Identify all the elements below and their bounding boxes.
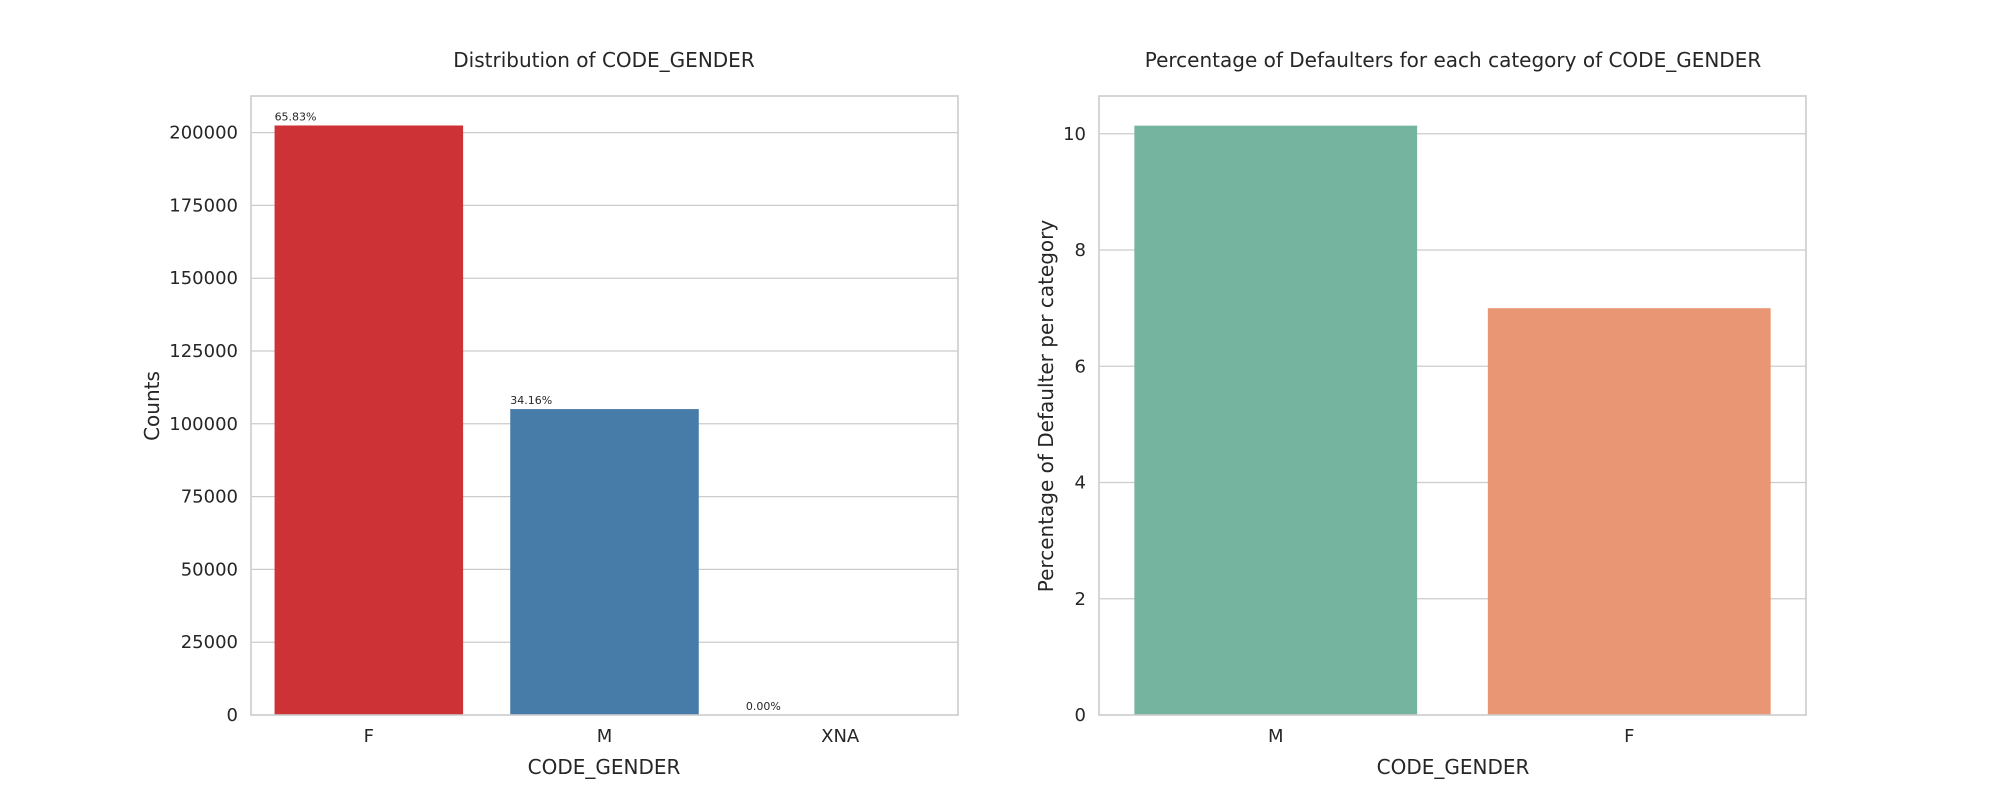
y-tick-label: 150000 (169, 268, 238, 289)
y-tick-label: 50000 (181, 559, 238, 580)
y-tick-label: 200000 (169, 123, 238, 144)
y-axis-label: Percentage of Defaulter per category (1034, 220, 1058, 593)
bar-f (274, 125, 464, 715)
bar-label: 34.16% (510, 394, 552, 407)
bar-m (510, 409, 699, 715)
plot-frame (250, 95, 959, 716)
y-tick-label: 125000 (169, 341, 238, 362)
x-axis-label: CODE_GENDER (1377, 755, 1530, 779)
x-axis-label: CODE_GENDER (528, 755, 681, 779)
y-tick-label: 0 (1075, 705, 1086, 726)
bar-label: 0.00% (746, 700, 781, 713)
y-tick-label: 175000 (169, 195, 238, 216)
y-tick-labels: 0 25000 50000 75000 100000 125000 150000 175000… (169, 123, 238, 726)
y-tick-label: 10 (1063, 124, 1086, 145)
y-tick-label: 2 (1075, 589, 1086, 610)
y-tick-label: 25000 (181, 632, 238, 653)
bar-m (1134, 125, 1418, 715)
x-tick-labels: F M XNA (364, 726, 860, 747)
bars (1134, 125, 1771, 715)
chart-title: Distribution of CODE_GENDER (453, 48, 755, 72)
y-tick-label: 100000 (169, 414, 238, 435)
x-tick-label: F (1624, 726, 1634, 747)
y-tick-label: 0 (227, 705, 238, 726)
bar-label: 65.83% (275, 110, 317, 123)
bar-f (1487, 308, 1771, 715)
y-tick-label: 6 (1075, 356, 1086, 377)
x-tick-label: M (1268, 726, 1284, 747)
bars (274, 125, 935, 715)
y-tick-label: 4 (1075, 473, 1086, 494)
plot-frame (1098, 95, 1807, 716)
y-tick-label: 8 (1075, 240, 1086, 261)
x-tick-label: F (364, 726, 374, 747)
distribution-chart: Distribution of CODE_GENDER 65.83% 34.16%… (140, 48, 959, 779)
bar-labels: 65.83% 34.16% 0.00% (275, 110, 781, 713)
y-axis-label: Counts (140, 371, 164, 441)
chart-title: Percentage of Defaulters for each catego… (1145, 48, 1762, 72)
y-tick-labels: 0 2 4 6 8 10 (1063, 124, 1086, 726)
defaulters-chart: Percentage of Defaulters for each catego… (1034, 48, 1807, 779)
x-tick-label: M (597, 726, 613, 747)
x-tick-label: XNA (821, 726, 860, 747)
y-tick-label: 75000 (181, 487, 238, 508)
